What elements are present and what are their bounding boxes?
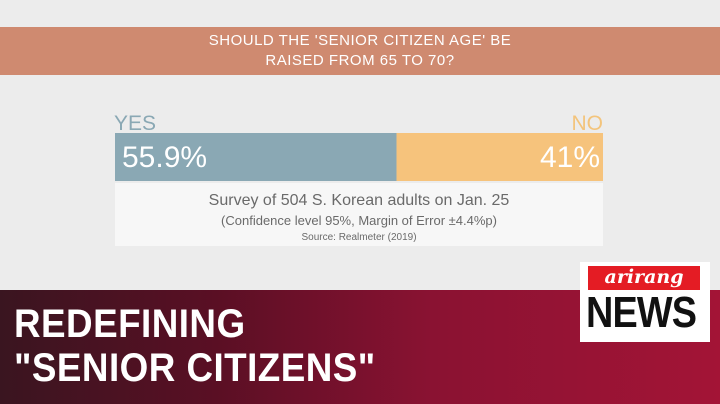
arirang-logo-text: arirang (588, 266, 700, 290)
question-line-1: SHOULD THE 'SENIOR CITIZEN AGE' BE (208, 32, 512, 49)
question-line-2: RAISED FROM 65 TO 70? (265, 52, 455, 69)
bar-yes (115, 133, 397, 181)
headline-line-1: REDEFINING (14, 302, 246, 346)
no-label: NO (571, 112, 604, 135)
news-logo-text: NEWS (586, 288, 697, 337)
yes-label: YES (114, 112, 157, 135)
bar-no (396, 133, 603, 181)
yes-value-label: 55.9% (122, 141, 208, 174)
headline: REDEFINING "SENIOR CITIZENS" (14, 302, 376, 390)
headline-line-2: "SENIOR CITIZENS" (14, 346, 376, 390)
no-value-label: 41% (539, 141, 600, 174)
question-banner: SHOULD THE 'SENIOR CITIZEN AGE' BE RAISE… (0, 27, 720, 75)
source-note: Source: Realmeter (2019) (301, 232, 417, 243)
confidence-note: (Confidence level 95%, Margin of Error ±… (221, 213, 497, 228)
poll-bar-chart (115, 133, 603, 181)
survey-info-box: Survey of 504 S. Korean adults on Jan. 2… (115, 183, 603, 246)
survey-description: Survey of 504 S. Korean adults on Jan. 2… (208, 192, 510, 209)
